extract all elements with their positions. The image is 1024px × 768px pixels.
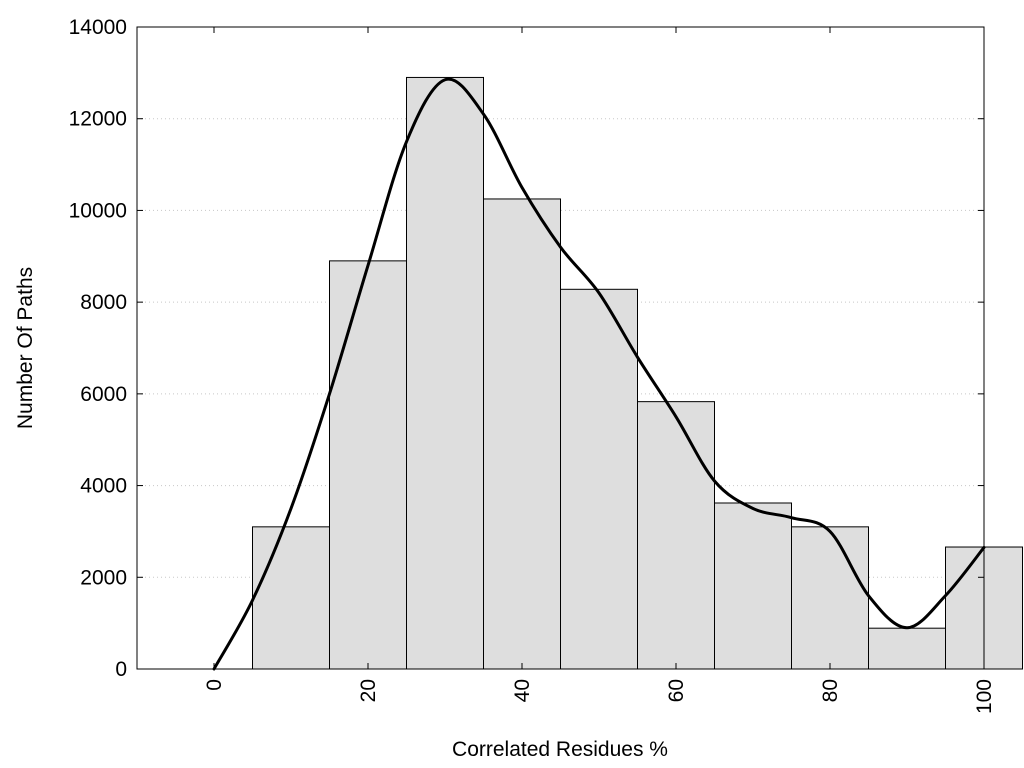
x-tick-label-0: 0 <box>203 679 226 691</box>
bar-50 <box>560 288 638 670</box>
x-tick-label-60: 60 <box>665 679 688 702</box>
bar-90 <box>868 627 946 670</box>
x-axis-title: Correlated Residues % <box>452 738 668 761</box>
bars <box>252 76 1023 670</box>
y-tick-labels: 0 2000 4000 6000 8000 10000 12000 14000 <box>69 16 127 681</box>
x-tick-labels: 0 20 40 60 80 100 <box>203 679 996 714</box>
ticks <box>137 26 985 670</box>
plot-frame <box>136 26 985 670</box>
y-tick-label-12000: 12000 <box>69 108 127 131</box>
bar-30 <box>406 76 484 670</box>
bar-20 <box>329 260 407 670</box>
y-tick-label-2000: 2000 <box>80 566 127 589</box>
y-tick-label-4000: 4000 <box>80 475 127 498</box>
bar-80 <box>791 526 869 670</box>
y-tick-label-8000: 8000 <box>80 291 127 314</box>
y-tick-label-0: 0 <box>115 658 127 681</box>
x-tick-label-40: 40 <box>511 679 534 702</box>
trend-curve <box>212 77 986 671</box>
y-tick-label-6000: 6000 <box>80 383 127 406</box>
y-tick-label-14000: 14000 <box>69 16 127 39</box>
bar-40 <box>483 198 561 670</box>
y-axis-title: Number Of Paths <box>14 267 37 429</box>
y-tick-label-10000: 10000 <box>69 199 127 222</box>
x-tick-label-20: 20 <box>357 679 380 702</box>
bar-60 <box>637 401 715 670</box>
bar-10 <box>252 526 330 670</box>
bar-70 <box>714 502 792 670</box>
x-tick-label-100: 100 <box>973 679 996 714</box>
x-tick-label-80: 80 <box>819 679 842 702</box>
